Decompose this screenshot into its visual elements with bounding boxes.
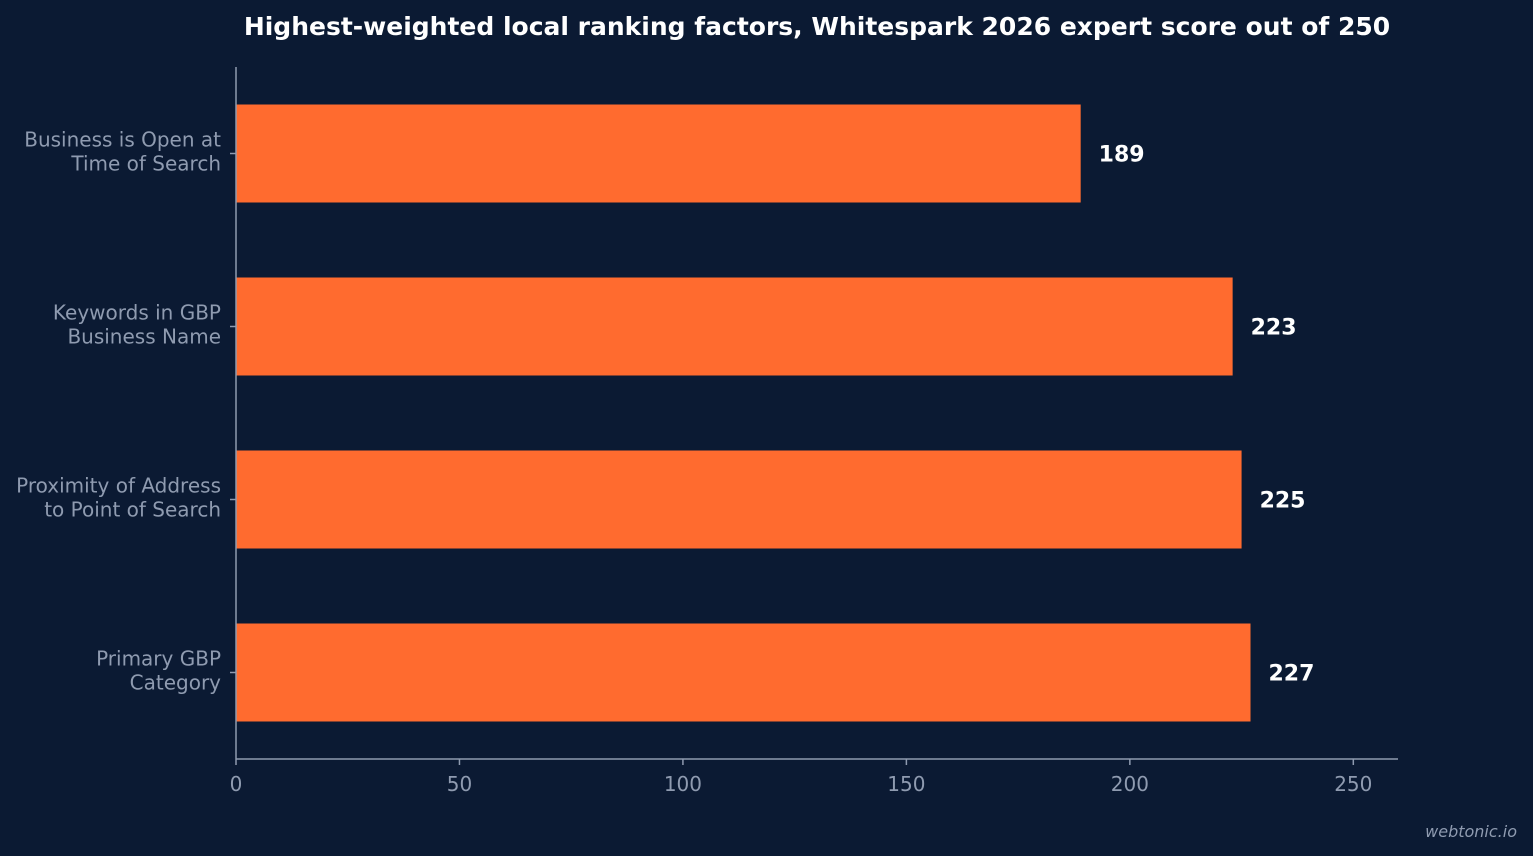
x-tick-label-250: 250 bbox=[1334, 772, 1372, 796]
watermark-text: webtonic.io bbox=[1425, 822, 1517, 841]
category-label-line: Primary GBP bbox=[96, 647, 221, 671]
bar-3 bbox=[236, 450, 1242, 549]
x-tick-label-0: 0 bbox=[230, 772, 243, 796]
chart-title: Highest-weighted local ranking factors, … bbox=[244, 12, 1390, 41]
bar-1 bbox=[236, 104, 1081, 203]
category-label-line: to Point of Search bbox=[44, 498, 221, 522]
x-tick-label-200: 200 bbox=[1111, 772, 1149, 796]
x-tick-label-50: 50 bbox=[447, 772, 472, 796]
bars-layer: 189 223 225 227 bbox=[236, 104, 1315, 722]
category-label-line: Business is Open at bbox=[24, 128, 221, 152]
category-label-line: Category bbox=[130, 671, 222, 695]
bar-2 bbox=[236, 277, 1233, 376]
x-tick-label-150: 150 bbox=[887, 772, 925, 796]
bar-4 bbox=[236, 623, 1251, 722]
category-label-line: Time of Search bbox=[70, 152, 221, 176]
value-label-3: 225 bbox=[1260, 489, 1306, 514]
value-label-2: 223 bbox=[1251, 316, 1297, 341]
x-tick-label-100: 100 bbox=[664, 772, 702, 796]
category-label-line: Business Name bbox=[67, 325, 221, 349]
value-label-4: 227 bbox=[1269, 662, 1315, 687]
category-label-line: Proximity of Address bbox=[16, 474, 221, 498]
value-label-1: 189 bbox=[1099, 143, 1145, 168]
category-label-line: Keywords in GBP bbox=[53, 301, 221, 325]
